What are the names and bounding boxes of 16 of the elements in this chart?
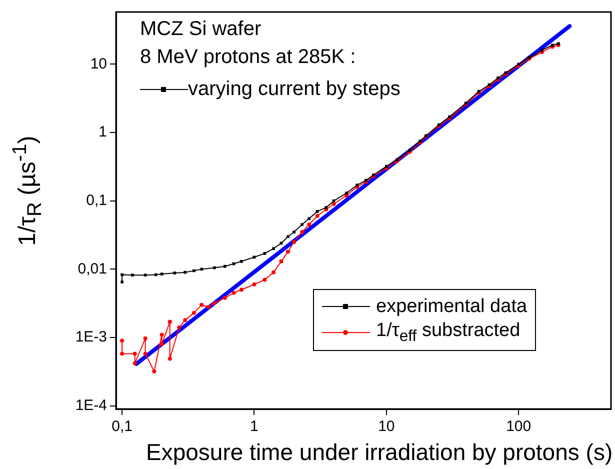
legend-label: experimental data [376,296,528,318]
y-tick-label: 1E-4 [75,397,107,414]
x-tick-label: 10 [378,418,395,436]
y-tick-label: 0,1 [86,192,107,209]
x-tick-label: 0,1 [112,418,132,436]
x-tick-label: 100 [506,418,532,436]
x-tick-label: 1 [250,418,258,436]
legend-label: 1/τ$_{eff}$ substracted [376,320,520,346]
y-tick-label: 10 [90,55,107,72]
annotation: 8 MeV protons at 285K : [140,46,356,68]
y-tick-label: 0,01 [78,260,107,278]
x-axis-title: Exposure time under irradiation by protons (s) [146,439,613,466]
y-tick-label: 1E-3 [75,328,107,346]
y-tick-label: 1 [98,124,107,141]
annotation: MCZ Si wafer [140,18,262,40]
annotation: varying current by steps [188,78,400,100]
